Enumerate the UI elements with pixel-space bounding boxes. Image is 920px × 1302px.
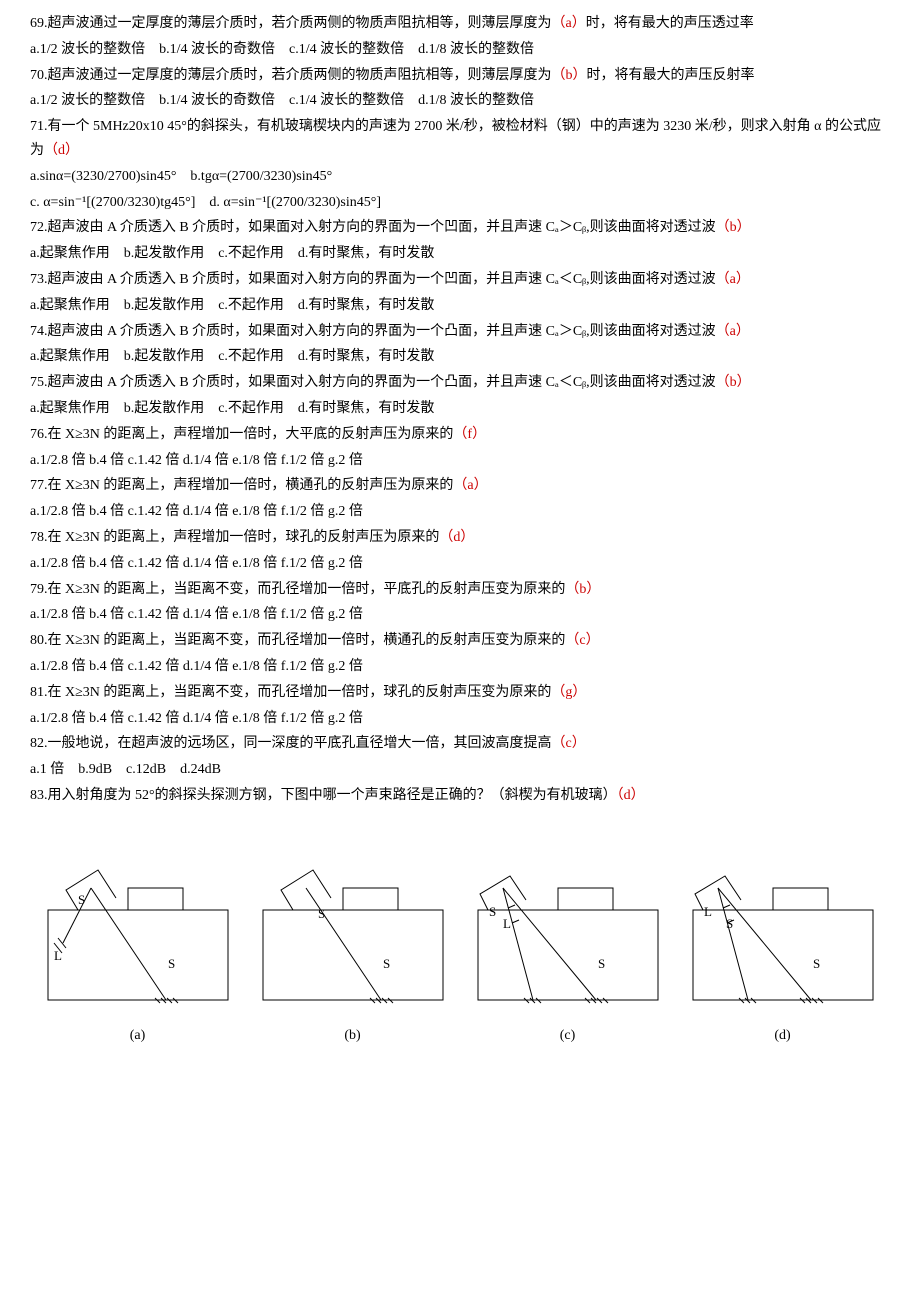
question-tail: 时，将有最大的声压反射率 bbox=[587, 68, 755, 83]
question-81: 81.在 X≥3N 的距离上，当距离不变，而孔径增加一倍时，球孔的反射声压变为原… bbox=[30, 681, 890, 705]
question-74: 74.超声波由 A 介质透入 B 介质时，如果面对入射方向的界面为一个凸面，并且… bbox=[30, 320, 890, 344]
label-l: L bbox=[503, 916, 511, 931]
options-line: a.1/2.8 倍 b.4 倍 c.1.42 倍 d.1/4 倍 e.1/8 倍… bbox=[30, 707, 890, 731]
options-line: a.起聚焦作用 b.起发散作用 c.不起作用 d.有时聚焦，有时发散 bbox=[30, 345, 890, 369]
question-text: 80.在 X≥3N 的距离上，当距离不变，而孔径增加一倍时，横通孔的反射声压变为… bbox=[30, 633, 565, 648]
question-76: 76.在 X≥3N 的距离上，声程增加一倍时，大平底的反射声压为原来的（f） bbox=[30, 423, 890, 447]
figure-a: S L S (a) bbox=[38, 848, 238, 1048]
question-82: 82.一般地说，在超声波的远场区，同一深度的平底孔直径增大一倍，其回波高度提高（… bbox=[30, 732, 890, 756]
label-l: L bbox=[704, 904, 712, 919]
answer-marker: （b） bbox=[565, 582, 600, 597]
options-line: a.1 倍 b.9dB c.12dB d.24dB bbox=[30, 758, 890, 782]
question-text: 78.在 X≥3N 的距离上，声程增加一倍时，球孔的反射声压为原来的 bbox=[30, 530, 439, 545]
options-line: a.起聚焦作用 b.起发散作用 c.不起作用 d.有时聚焦，有时发散 bbox=[30, 242, 890, 266]
label-s: S bbox=[78, 892, 85, 907]
question-text: 83.用入射角度为 52°的斜探头探测方钢，下图中哪一个声束路径是正确的？（斜楔… bbox=[30, 788, 617, 803]
figure-d-caption: (d) bbox=[683, 1024, 883, 1048]
label-s2: S bbox=[168, 956, 175, 971]
options-line: a.1/2.8 倍 b.4 倍 c.1.42 倍 d.1/4 倍 e.1/8 倍… bbox=[30, 552, 890, 576]
question-list: 69.超声波通过一定厚度的薄层介质时，若介质两侧的物质声阻抗相等，则薄层厚度为（… bbox=[30, 12, 890, 808]
answer-marker: （b） bbox=[716, 220, 751, 235]
question-text: 79.在 X≥3N 的距离上，当距离不变，而孔径增加一倍时，平底孔的反射声压变为… bbox=[30, 582, 565, 597]
answer-marker: （d） bbox=[617, 788, 645, 803]
label-s2: S bbox=[598, 956, 605, 971]
answer-marker: （a） bbox=[716, 324, 750, 339]
question-text: 70.超声波通过一定厚度的薄层介质时，若介质两侧的物质声阻抗相等，则薄层厚度为 bbox=[30, 68, 552, 83]
figure-container: S L S (a) S S (b) bbox=[30, 848, 890, 1048]
options-line: a.1/2.8 倍 b.4 倍 c.1.42 倍 d.1/4 倍 e.1/8 倍… bbox=[30, 500, 890, 524]
options-line: a.1/2.8 倍 b.4 倍 c.1.42 倍 d.1/4 倍 e.1/8 倍… bbox=[30, 603, 890, 627]
options-line: a.起聚焦作用 b.起发散作用 c.不起作用 d.有时聚焦，有时发散 bbox=[30, 294, 890, 318]
answer-marker: （a） bbox=[453, 478, 487, 493]
figure-c-svg: S L S bbox=[468, 848, 668, 1018]
options-line: a.起聚焦作用 b.起发散作用 c.不起作用 d.有时聚焦，有时发散 bbox=[30, 397, 890, 421]
question-73: 73.超声波由 A 介质透入 B 介质时，如果面对入射方向的界面为一个凹面，并且… bbox=[30, 268, 890, 292]
figure-c-caption: (c) bbox=[468, 1024, 668, 1048]
question-text: 75.超声波由 A 介质透入 B 介质时，如果面对入射方向的界面为一个凸面，并且… bbox=[30, 375, 716, 390]
label-s: S bbox=[489, 904, 496, 919]
question-text: 69.超声波通过一定厚度的薄层介质时，若介质两侧的物质声阻抗相等，则薄层厚度为 bbox=[30, 16, 552, 31]
figure-b-svg: S S bbox=[253, 848, 453, 1018]
question-79: 79.在 X≥3N 的距离上，当距离不变，而孔径增加一倍时，平底孔的反射声压变为… bbox=[30, 578, 890, 602]
figure-b-caption: (b) bbox=[253, 1024, 453, 1048]
options-line: a.1/2.8 倍 b.4 倍 c.1.42 倍 d.1/4 倍 e.1/8 倍… bbox=[30, 449, 890, 473]
options-line: a.sinα=(3230/2700)sin45° b.tgα=(2700/323… bbox=[30, 165, 890, 189]
answer-marker: （b） bbox=[552, 68, 587, 83]
answer-marker: （c） bbox=[565, 633, 599, 648]
question-text: 71.有一个 5MHz20x10 45°的斜探头，有机玻璃楔块内的声速为 270… bbox=[30, 119, 881, 158]
answer-marker: （f） bbox=[453, 427, 486, 442]
answer-marker: （a） bbox=[716, 272, 750, 287]
figure-c: S L S (c) bbox=[468, 848, 668, 1048]
question-text: 76.在 X≥3N 的距离上，声程增加一倍时，大平底的反射声压为原来的 bbox=[30, 427, 453, 442]
question-72: 72.超声波由 A 介质透入 B 介质时，如果面对入射方向的界面为一个凹面，并且… bbox=[30, 216, 890, 240]
figure-b: S S (b) bbox=[253, 848, 453, 1048]
question-text: 77.在 X≥3N 的距离上，声程增加一倍时，横通孔的反射声压为原来的 bbox=[30, 478, 453, 493]
figure-d-svg: L S S bbox=[683, 848, 883, 1018]
question-78: 78.在 X≥3N 的距离上，声程增加一倍时，球孔的反射声压为原来的（d） bbox=[30, 526, 890, 550]
answer-marker: （b） bbox=[716, 375, 751, 390]
figure-a-caption: (a) bbox=[38, 1024, 238, 1048]
figure-a-svg: S L S bbox=[38, 848, 238, 1018]
answer-marker: （d） bbox=[439, 530, 474, 545]
label-s2: S bbox=[383, 956, 390, 971]
figure-d: L S S (d) bbox=[683, 848, 883, 1048]
label-s2: S bbox=[813, 956, 820, 971]
question-83: 83.用入射角度为 52°的斜探头探测方钢，下图中哪一个声束路径是正确的？（斜楔… bbox=[30, 784, 890, 808]
question-text: 74.超声波由 A 介质透入 B 介质时，如果面对入射方向的界面为一个凸面，并且… bbox=[30, 324, 716, 339]
answer-marker: （c） bbox=[552, 736, 586, 751]
answer-marker: （a） bbox=[552, 16, 586, 31]
question-75: 75.超声波由 A 介质透入 B 介质时，如果面对入射方向的界面为一个凸面，并且… bbox=[30, 371, 890, 395]
question-70: 70.超声波通过一定厚度的薄层介质时，若介质两侧的物质声阻抗相等，则薄层厚度为（… bbox=[30, 64, 890, 88]
question-71: 71.有一个 5MHz20x10 45°的斜探头，有机玻璃楔块内的声速为 270… bbox=[30, 115, 890, 163]
answer-marker: （d） bbox=[44, 143, 79, 158]
question-80: 80.在 X≥3N 的距离上，当距离不变，而孔径增加一倍时，横通孔的反射声压变为… bbox=[30, 629, 890, 653]
options-line: a.1/2 波长的整数倍 b.1/4 波长的奇数倍 c.1/4 波长的整数倍 d… bbox=[30, 89, 890, 113]
question-69: 69.超声波通过一定厚度的薄层介质时，若介质两侧的物质声阻抗相等，则薄层厚度为（… bbox=[30, 12, 890, 36]
options-line: a.1/2.8 倍 b.4 倍 c.1.42 倍 d.1/4 倍 e.1/8 倍… bbox=[30, 655, 890, 679]
answer-marker: （g） bbox=[551, 685, 586, 700]
question-77: 77.在 X≥3N 的距离上，声程增加一倍时，横通孔的反射声压为原来的（a） bbox=[30, 474, 890, 498]
question-text: 73.超声波由 A 介质透入 B 介质时，如果面对入射方向的界面为一个凹面，并且… bbox=[30, 272, 716, 287]
question-text: 82.一般地说，在超声波的远场区，同一深度的平底孔直径增大一倍，其回波高度提高 bbox=[30, 736, 552, 751]
question-tail: 时，将有最大的声压透过率 bbox=[586, 16, 754, 31]
options-line: a.1/2 波长的整数倍 b.1/4 波长的奇数倍 c.1/4 波长的整数倍 d… bbox=[30, 38, 890, 62]
label-s: S bbox=[318, 906, 325, 921]
label-l: L bbox=[54, 948, 62, 963]
question-text: 81.在 X≥3N 的距离上，当距离不变，而孔径增加一倍时，球孔的反射声压变为原… bbox=[30, 685, 551, 700]
label-s: S bbox=[726, 916, 733, 931]
options-line-2: c. α=sin⁻¹[(2700/3230)tg45°] d. α=sin⁻¹[… bbox=[30, 191, 890, 215]
question-text: 72.超声波由 A 介质透入 B 介质时，如果面对入射方向的界面为一个凹面，并且… bbox=[30, 220, 716, 235]
